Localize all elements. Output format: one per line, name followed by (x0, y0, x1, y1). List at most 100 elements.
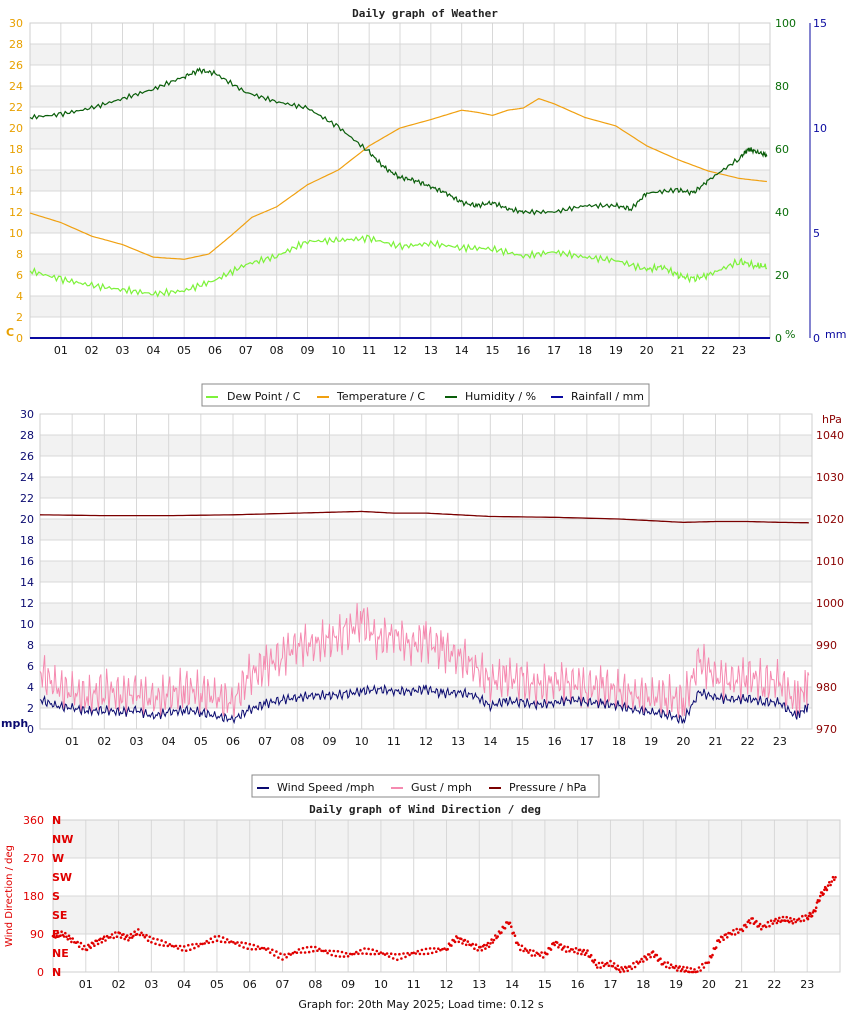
direction-point (152, 937, 155, 940)
wind-legend-box (251, 774, 600, 798)
rain-legend-label: Rainfall / mm (571, 390, 644, 403)
wind-direction-axis-label: Wind Direction / deg (4, 845, 15, 947)
wind-hour-tick: 18 (612, 735, 626, 748)
direction-tick-label: 270 (23, 852, 44, 865)
direction-point (601, 961, 604, 965)
direction-point (416, 949, 420, 953)
direction-point (722, 938, 725, 941)
direction-point (632, 961, 635, 965)
direction-point (737, 931, 740, 934)
direction-point (223, 940, 227, 944)
direction-point (751, 917, 754, 920)
direction-point (344, 951, 348, 955)
direction-point (140, 931, 143, 935)
direction-tick-label: 360 (23, 814, 44, 827)
direction-point (721, 936, 724, 939)
direction-point (730, 932, 734, 936)
weather-hour-tick: 02 (85, 344, 99, 357)
direction-point (644, 956, 647, 959)
weather-hour-tick: 20 (640, 344, 654, 357)
direction-point (287, 952, 291, 956)
pressure-tick-label: 970 (816, 723, 837, 736)
direction-point (137, 928, 140, 931)
direction-point (785, 915, 788, 919)
compass-label: NW (52, 833, 73, 846)
direction-point (758, 922, 762, 926)
direction-point (546, 952, 549, 956)
direction-point (466, 940, 470, 943)
direction-point (666, 961, 670, 964)
direction-point (819, 894, 822, 898)
direction-tick-label: 180 (23, 890, 44, 903)
direction-point (508, 921, 512, 925)
direction-point (457, 940, 461, 944)
pressure-line (39, 510, 809, 524)
direction-point (191, 943, 194, 946)
direction-point (381, 952, 385, 955)
direction-point (422, 952, 426, 956)
weather-legend-box (201, 383, 650, 407)
direction-point (283, 953, 286, 956)
direction-point (158, 943, 161, 947)
direction-point (56, 931, 60, 934)
direction-point (201, 942, 204, 946)
compass-label: SE (52, 909, 67, 922)
wind-hour-tick: 22 (741, 735, 755, 748)
pressure-tick-label: 980 (816, 681, 837, 694)
direction-point (207, 941, 211, 945)
direction-hour-tick: 18 (636, 978, 650, 991)
direction-point (346, 955, 350, 958)
direction-point (291, 951, 295, 955)
direction-point (256, 945, 260, 948)
direction-point (342, 955, 346, 958)
wind-hour-tick: 07 (258, 735, 272, 748)
direction-point (828, 881, 831, 884)
direction-point (637, 962, 640, 965)
humidity-tick-label: 100 (775, 17, 796, 30)
direction-point (260, 946, 264, 950)
weather-hour-tick: 01 (54, 344, 68, 357)
wind-tick-label: 24 (20, 471, 34, 484)
direction-point (620, 966, 623, 969)
direction-point (318, 947, 321, 951)
direction-point (806, 917, 810, 921)
compass-label: SW (52, 871, 72, 884)
direction-point (760, 927, 763, 931)
direction-point (775, 921, 779, 925)
direction-hour-tick: 21 (735, 978, 749, 991)
direction-point (396, 958, 399, 962)
compass-label: S (52, 890, 60, 903)
direction-point (443, 947, 446, 950)
direction-point (122, 933, 125, 936)
direction-point (834, 876, 837, 879)
temp-tick-label: 26 (9, 59, 23, 72)
direction-point (599, 966, 602, 969)
direction-point (696, 970, 699, 973)
direction-point (669, 963, 673, 966)
direction-point (482, 943, 486, 947)
direction-point (517, 943, 520, 946)
wind-hour-tick: 04 (162, 735, 176, 748)
wind-frame (39, 413, 813, 730)
direction-point (148, 935, 151, 939)
direction-point (225, 938, 229, 941)
direction-point (437, 947, 440, 950)
direction-point (564, 950, 568, 953)
direction-point (814, 909, 817, 913)
direction-point (602, 964, 606, 968)
direction-point (653, 955, 656, 959)
direction-point (91, 942, 95, 945)
temp-tick-label: 22 (9, 101, 23, 114)
direction-point (143, 935, 147, 939)
direction-point (774, 917, 777, 921)
direction-point (230, 940, 233, 943)
direction-point (439, 948, 442, 952)
direction-point (219, 940, 223, 943)
direction-point (651, 950, 655, 953)
weather-hour-tick: 23 (732, 344, 746, 357)
temp-legend-label: Temperature / C (336, 390, 425, 403)
wind-tick-label: 20 (20, 513, 34, 526)
temp-tick-label: 10 (9, 227, 23, 240)
direction-point (596, 966, 599, 969)
direction-point (541, 956, 545, 959)
